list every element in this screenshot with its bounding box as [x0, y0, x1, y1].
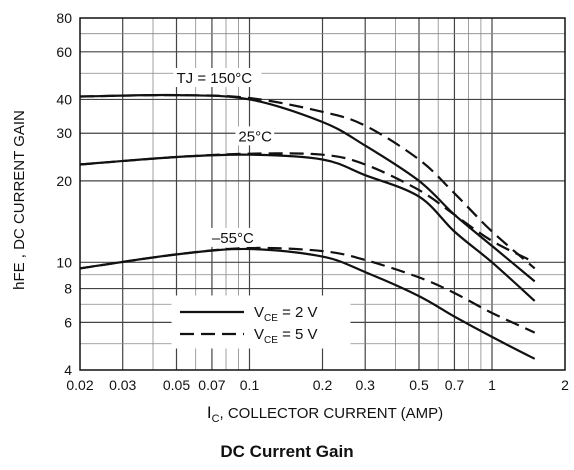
gain-curve-3-dashed: [79, 152, 536, 264]
x-tick-label: 1: [488, 377, 496, 393]
curve-label-1: 25°C: [235, 126, 275, 146]
y-tick-label: 60: [56, 44, 72, 60]
legend-label-rest: = 5 V: [278, 326, 318, 343]
x-tick-label: 0.03: [109, 377, 136, 393]
x-axis-label: IC, COLLECTOR CURRENT (AMP): [207, 403, 443, 425]
x-tick-label: 0.1: [240, 377, 260, 393]
plot-frame: [79, 17, 566, 371]
legend-box: [171, 295, 351, 349]
curve-label-2: –55°C: [208, 227, 256, 247]
y-axis-label: hFE , DC CURRENT GAIN: [11, 110, 28, 290]
x-tick-label: 0.3: [355, 377, 375, 393]
y-tick-labels: 4 6 8 10 20 30 40 60 80: [56, 10, 72, 378]
x-tick-label: 0.07: [198, 377, 225, 393]
curve-label-bg: [235, 126, 275, 146]
legend-label-rest: = 2 V: [278, 304, 318, 321]
y-tick-label: 80: [56, 10, 72, 26]
dc-current-gain-chart: 0.02 0.03 0.05 0.07 0.1 0.2 0.3 0.5 0.7 1 2 4 6 8 10 2…: [11, 10, 569, 425]
x-tick-labels: 0.02 0.03 0.05 0.07 0.1 0.2 0.3 0.5 0.7 1 2: [66, 377, 569, 393]
x-tick-label: 2: [561, 377, 569, 393]
legend-label-main: V: [254, 304, 264, 321]
y-tick-label: 10: [56, 254, 72, 270]
y-tick-label: 6: [64, 314, 72, 330]
legend-label-sub: CE: [264, 313, 278, 324]
x-axis-label-ic-main: I: [207, 403, 212, 422]
curve-label-text: TJ = 150°C: [177, 70, 253, 87]
curve-label-bg: [208, 227, 256, 247]
gain-curve-2-solid: [79, 153, 536, 302]
x-axis-label-ic-sub: C: [212, 413, 220, 425]
gain-curve-5-dashed: [79, 246, 536, 334]
curve-labels: TJ = 150°C 25°C –55°C: [173, 68, 275, 247]
curve-label-bg: [173, 68, 262, 88]
y-tick-label: 8: [64, 281, 72, 297]
curve-label-text: 25°C: [238, 128, 272, 145]
y-tick-label: 40: [56, 91, 72, 107]
figure-caption: DC Current Gain: [220, 442, 354, 461]
legend-label-solid: VCE = 2 V: [254, 304, 318, 324]
x-axis-label-rest: , COLLECTOR CURRENT (AMP): [220, 405, 444, 422]
x-tick-label: 0.5: [409, 377, 429, 393]
legend-label-main: V: [254, 326, 264, 343]
legend-label-dashed: VCE = 5 V: [254, 326, 318, 346]
gain-curves: [79, 93, 536, 360]
y-tick-label: 30: [56, 125, 72, 141]
legend-label-sub: CE: [264, 335, 278, 346]
x-tick-label: 0.2: [313, 377, 333, 393]
curve-label-text: –55°C: [212, 230, 254, 247]
y-tick-label: 20: [56, 173, 72, 189]
x-tick-label: 0.02: [66, 377, 93, 393]
x-tick-label: 0.05: [163, 377, 190, 393]
x-tick-label: 0.7: [445, 377, 465, 393]
gain-curve-1-dashed: [79, 93, 536, 270]
y-tick-label: 4: [64, 362, 72, 378]
curve-label-0: TJ = 150°C: [173, 68, 262, 88]
